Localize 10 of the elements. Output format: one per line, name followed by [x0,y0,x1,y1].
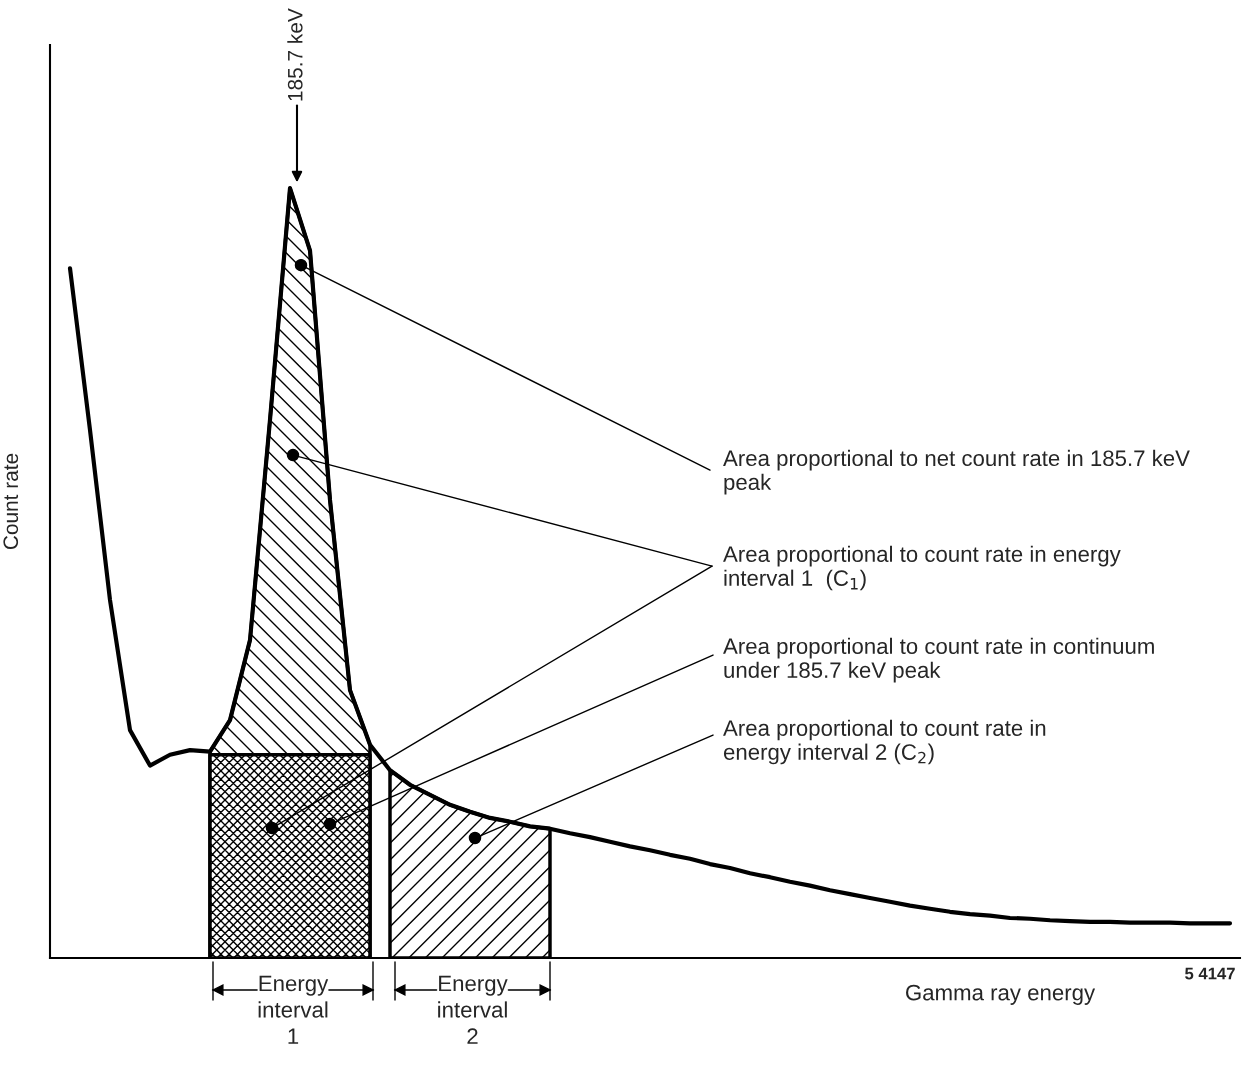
annotation: Area proportional to count rate in continuum under 185.7 keV peak [723,637,1154,683]
annotation: Area proportional to count rate in energy interval 2 (C$_{2}$) [723,719,1046,765]
text: 185.7 keV [287,8,303,101]
text: Energy interval 2 [438,975,508,1044]
x-axis-title: Gamma ray energy [906,984,1096,1005]
annotation: Area proportional to net count rate in 185.7 keV peak [723,449,1190,495]
y-axis-title: Count rate [3,453,19,550]
annotation: Area proportional to count rate in energy interval 1 (C$_{1}$) [723,545,1121,591]
text: 5 4147 [1185,967,1235,980]
text: Energy interval 1 [258,975,329,1044]
